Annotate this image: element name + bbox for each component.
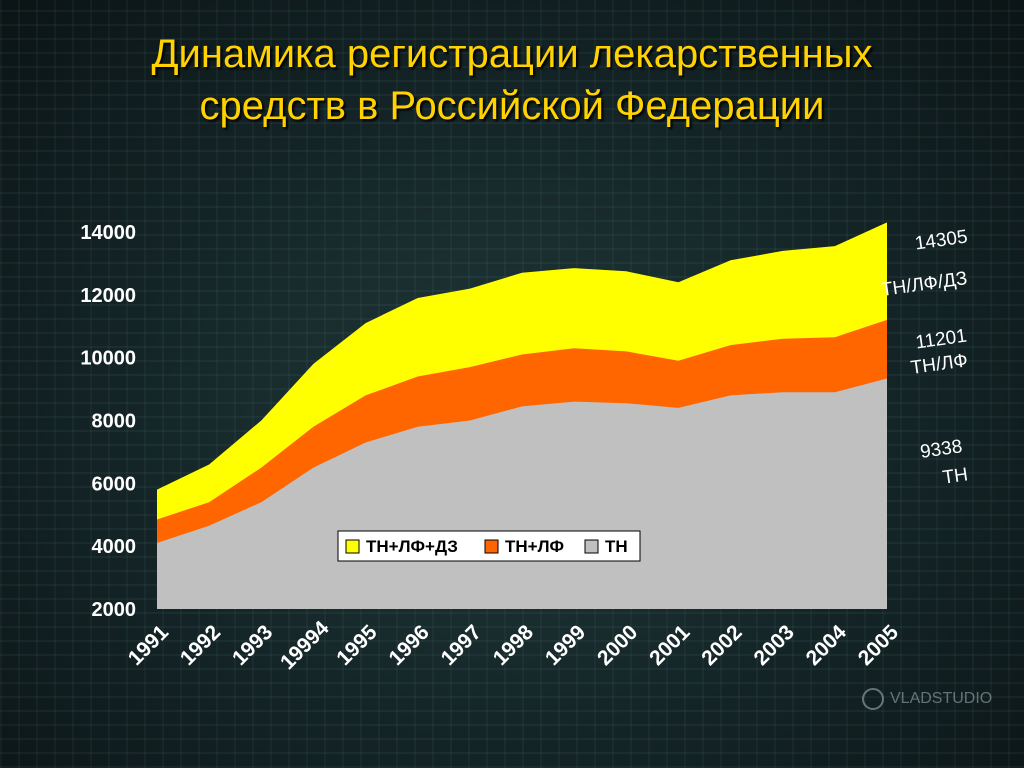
annotation-label: ТН [941, 464, 969, 488]
page-title: Динамика регистрации лекарственных средс… [0, 28, 1024, 132]
x-tick-label: 2003 [749, 621, 798, 670]
y-tick-label: 6000 [92, 473, 137, 495]
x-tick-label: 19994 [276, 616, 334, 674]
annotation-label: ТН/ЛФ/ДЗ [880, 268, 969, 301]
x-tick-label: 1997 [437, 621, 486, 670]
x-tick-label: 1999 [541, 621, 590, 670]
x-tick-label: 2004 [802, 621, 852, 671]
x-tick-label: 2000 [593, 621, 642, 670]
annotation-value: 14305 [914, 226, 969, 254]
x-tick-label: 2002 [697, 621, 746, 670]
y-tick-label: 2000 [92, 599, 137, 621]
y-tick-label: 4000 [92, 536, 137, 558]
watermark-text: VLADSTUDIO [890, 690, 993, 707]
x-tick-label: 1992 [176, 621, 225, 670]
x-tick-label: 1998 [489, 621, 539, 671]
legend-swatch [584, 539, 599, 554]
y-tick-label: 8000 [92, 411, 137, 433]
annotation-value: 9338 [919, 436, 964, 463]
y-tick-label: 12000 [80, 285, 136, 307]
annotation-label: ТН/ЛФ [909, 350, 969, 379]
y-tick-label: 10000 [80, 348, 136, 370]
vladstudio-logo-icon [862, 688, 884, 710]
x-tick-label: 2001 [645, 621, 695, 671]
legend-swatch [345, 539, 360, 554]
y-tick-label: 14000 [80, 222, 136, 244]
annotation-value: 11201 [914, 326, 968, 354]
legend-swatch [484, 539, 499, 554]
x-tick-label: 2005 [854, 621, 904, 671]
x-tick-label: 1993 [228, 621, 277, 670]
title-line-1: Динамика регистрации лекарственных [151, 32, 873, 76]
x-tick-label: 1996 [384, 621, 433, 670]
legend-label: ТН [605, 537, 628, 556]
watermark: VLADSTUDIO [862, 684, 992, 714]
legend-label: ТН+ЛФ [505, 537, 564, 556]
legend-label: ТН+ЛФ+ДЗ [366, 537, 458, 556]
y-axis-ticks: 2000 4000 6000 8000 10000 12000 14000 [80, 222, 136, 621]
x-tick-label: 1995 [332, 621, 382, 671]
x-tick-label: 1991 [124, 621, 174, 671]
chart-legend: ТН+ЛФ+ДЗ ТН+ЛФ ТН [337, 530, 641, 562]
title-line-2: средств в Российской Федерации [199, 84, 825, 128]
